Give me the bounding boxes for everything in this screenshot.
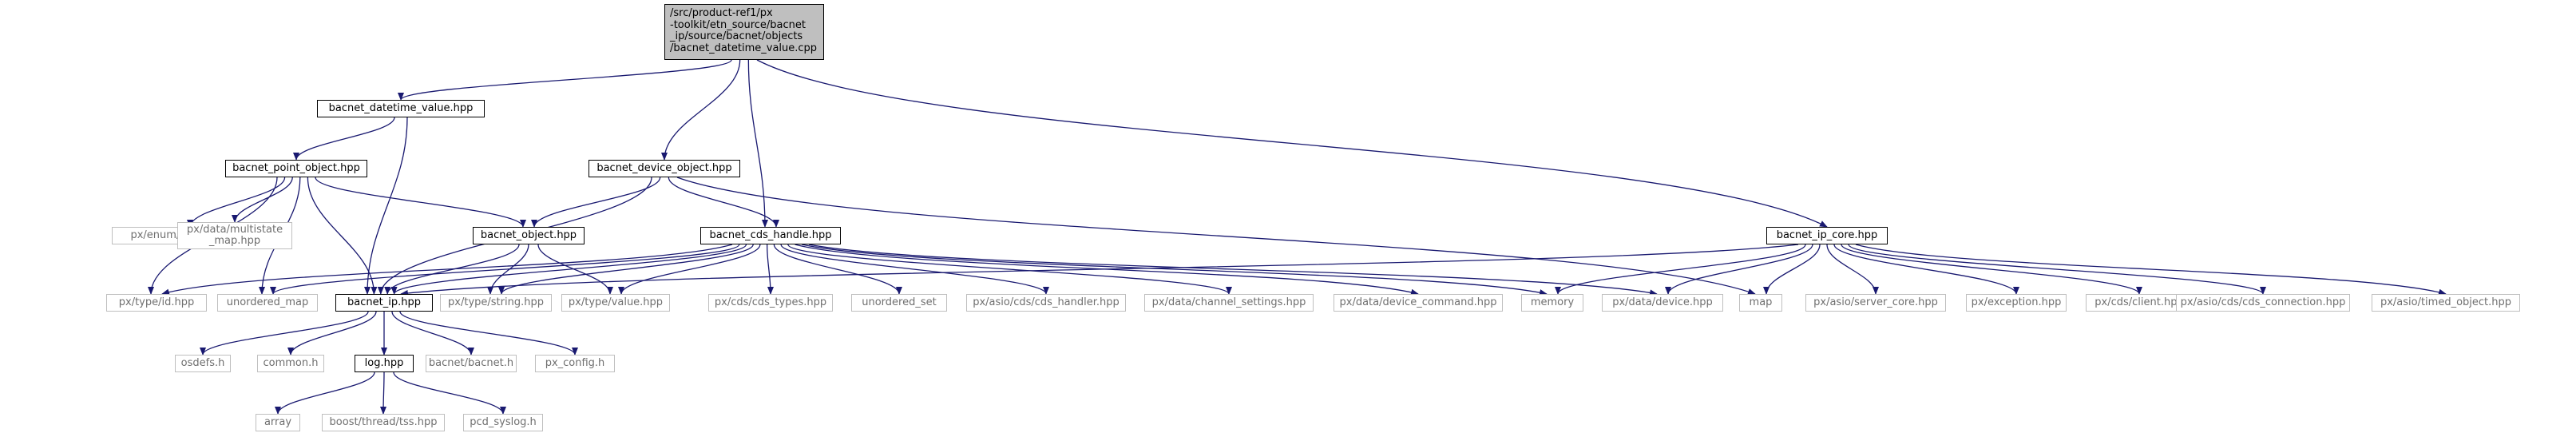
edge-datetime-to-bacnet-ip: [364, 117, 408, 295]
node-exception[interactable]: px/exception.hpp: [1966, 294, 2067, 312]
node-common[interactable]: common.h: [257, 355, 324, 372]
edge-ip-core-to-memory: [1555, 244, 1806, 295]
node-multistate[interactable]: px/data/multistate _map.hpp: [177, 222, 292, 249]
node-memory[interactable]: memory: [1521, 294, 1583, 312]
edge-cds-handle-to-bacnet-ip: [390, 244, 747, 295]
edge-ip-core-to-cds-connection: [1848, 244, 2266, 295]
node-px-config[interactable]: px_config.h: [535, 355, 615, 372]
edge-log-to-syslog: [393, 371, 506, 415]
node-unordered-set[interactable]: unordered_set: [851, 294, 947, 312]
edge-bacnet-ip-to-common: [287, 311, 377, 356]
edge-ip-core-to-exception: [1833, 244, 2019, 295]
node-server-core[interactable]: px/asio/server_core.hpp: [1805, 294, 1946, 312]
node-device-command[interactable]: px/data/device_command.hpp: [1334, 294, 1503, 312]
edge-cds-handle-to-unordered-set: [773, 244, 902, 295]
node-point-obj[interactable]: bacnet_point_object.hpp: [225, 160, 367, 177]
node-bacnet-ip[interactable]: bacnet_ip.hpp: [335, 294, 433, 312]
edge-cds-handle-to-type-string: [498, 244, 754, 295]
edge-log-to-tss: [380, 371, 387, 415]
edge-cds-handle-to-cds-types: [766, 244, 774, 295]
edge-point-obj-to-multistate: [232, 177, 293, 223]
edge-ip-core-to-map: [1763, 244, 1821, 295]
edge-datetime-to-point-obj: [293, 117, 395, 161]
node-syslog[interactable]: pcd_syslog.h: [463, 414, 543, 431]
edge-cds-handle-to-cds-handler: [780, 244, 1049, 295]
edge-object-to-type-string: [487, 244, 529, 295]
node-map[interactable]: map: [1739, 294, 1782, 312]
edge-cds-handle-to-device-command: [795, 244, 1419, 296]
edge-cds-handle-to-unordered-map: [270, 244, 740, 295]
edge-bacnet-ip-to-bacnet-h: [391, 311, 474, 356]
node-channel-settings[interactable]: px/data/channel_settings.hpp: [1144, 294, 1314, 312]
edge-device-obj-to-object: [531, 177, 661, 228]
edge-ip-core-to-data-device: [1665, 244, 1813, 295]
node-timed-object[interactable]: px/asio/timed_object.hpp: [2372, 294, 2520, 312]
edge-root-to-device-obj: [661, 59, 741, 161]
edge-cds-handle-to-type-value: [618, 244, 761, 295]
node-unordered-map[interactable]: unordered_map: [217, 294, 318, 312]
edge-bacnet-ip-to-px-config: [399, 311, 578, 356]
edge-ip-core-to-cds-client: [1841, 244, 2142, 295]
node-array[interactable]: array: [256, 414, 300, 431]
edge-log-to-array: [275, 371, 375, 415]
node-cds-connection[interactable]: px/asio/cds/cds_connection.hpp: [2176, 294, 2350, 312]
node-log[interactable]: log.hpp: [355, 355, 414, 372]
node-osdefs[interactable]: osdefs.h: [175, 355, 231, 372]
edge-device-obj-to-cds-handle: [668, 177, 779, 228]
edge-point-obj-to-bacnet-ip: [307, 177, 378, 295]
node-type-value[interactable]: px/type/value.hpp: [561, 294, 670, 312]
node-cds-handler[interactable]: px/asio/cds/cds_handler.hpp: [966, 294, 1126, 312]
node-type-id[interactable]: px/type/id.hpp: [106, 294, 207, 312]
node-device-obj[interactable]: bacnet_device_object.hpp: [589, 160, 740, 177]
node-datetime[interactable]: bacnet_datetime_value.hpp: [317, 100, 485, 117]
edge-cds-handle-to-data-device: [808, 244, 1658, 296]
node-root[interactable]: /src/product-ref1/px -toolkit/etn_source…: [664, 4, 824, 60]
edge-cds-handle-to-memory: [802, 244, 1548, 296]
edge-object-to-type-value: [537, 244, 613, 295]
edge-root-to-cds-handle: [747, 59, 768, 228]
node-ip-core[interactable]: bacnet_ip_core.hpp: [1766, 227, 1888, 244]
node-bacnet-h[interactable]: bacnet/bacnet.h: [426, 355, 517, 372]
edge-root-to-ip-core: [756, 59, 1828, 228]
edge-cds-handle-to-channel-settings: [787, 244, 1232, 295]
edge-root-to-datetime: [398, 59, 732, 101]
node-object[interactable]: bacnet_object.hpp: [473, 227, 585, 244]
edge-layer: [148, 59, 2447, 415]
edge-ip-core-to-server-core: [1826, 244, 1879, 295]
node-cds-handle[interactable]: bacnet_cds_handle.hpp: [700, 227, 841, 244]
edge-ip-core-to-timed-object: [1855, 244, 2447, 296]
edge-point-obj-to-enum-datatype: [187, 177, 286, 228]
node-type-string[interactable]: px/type/string.hpp: [440, 294, 552, 312]
node-cds-types[interactable]: px/cds/cds_types.hpp: [708, 294, 833, 312]
node-tss[interactable]: boost/thread/tss.hpp: [322, 414, 445, 431]
edge-bacnet-ip-to-osdefs: [200, 311, 369, 356]
edge-cds-handle-to-type-id: [161, 244, 733, 296]
edge-device-obj-to-map: [676, 177, 1756, 295]
node-data-device[interactable]: px/data/device.hpp: [1602, 294, 1723, 312]
node-cds-client[interactable]: px/cds/client.hpp: [2086, 294, 2193, 312]
edge-point-obj-to-object: [315, 177, 526, 228]
